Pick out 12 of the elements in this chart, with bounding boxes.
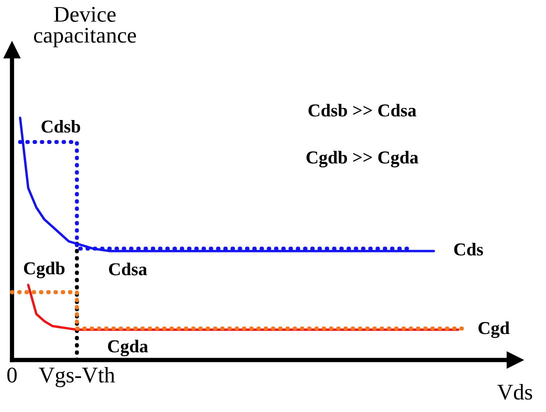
series-label: Cds <box>454 242 483 256</box>
series-label: Cgd <box>478 321 510 338</box>
annotation: Cgdb >> Cgda <box>306 150 418 168</box>
annotation: Cdsa <box>109 262 147 276</box>
annotation: Cgdb <box>24 262 65 278</box>
x-axis-title: Vds <box>497 384 532 400</box>
annotation: Cgda <box>108 340 148 356</box>
x-tick-label: 0 <box>7 368 17 383</box>
x-tick-label: Vgs-Vth <box>38 366 115 388</box>
text: Cdsb >> Cdsa <box>308 104 416 117</box>
annotation: Cdsb <box>42 120 80 133</box>
y-axis-title: Device capacitance <box>34 6 136 48</box>
